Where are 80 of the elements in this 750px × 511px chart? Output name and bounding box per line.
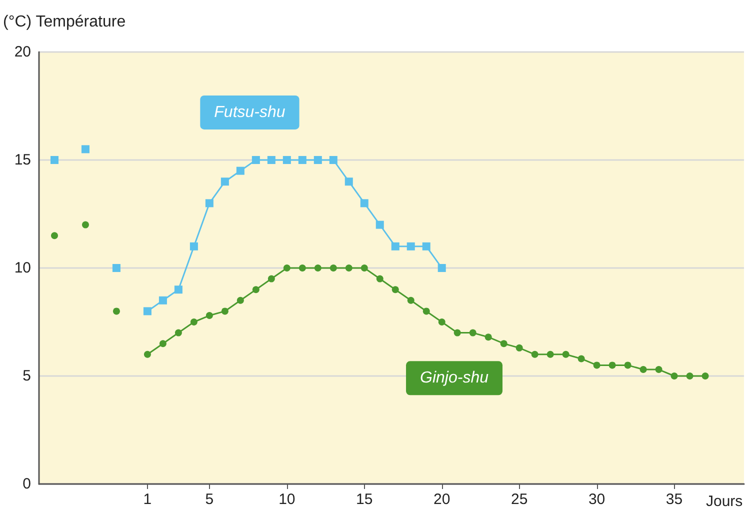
point	[360, 199, 368, 208]
point	[190, 242, 198, 250]
point	[406, 242, 415, 250]
point	[158, 296, 167, 304]
point	[190, 318, 198, 326]
series-label: Ginjo-shu	[420, 370, 489, 387]
point	[376, 275, 384, 282]
point	[454, 329, 461, 336]
point	[546, 350, 554, 358]
point	[143, 307, 152, 316]
point	[562, 350, 570, 358]
y-tick-label: 5	[22, 368, 31, 384]
x-tick-label: 20	[434, 491, 450, 508]
x-tick-label: 30	[588, 491, 606, 508]
x-tick-label: 5	[205, 491, 214, 508]
x-axis-title: Jours	[706, 493, 743, 510]
point	[391, 242, 400, 250]
point	[344, 178, 353, 186]
point	[500, 340, 508, 348]
point	[469, 329, 476, 336]
point	[220, 178, 229, 186]
point	[484, 334, 492, 341]
point	[640, 366, 647, 374]
point	[624, 362, 632, 369]
x-tick-label: 10	[278, 491, 296, 508]
point	[330, 264, 337, 272]
x-tick-label: 1	[143, 491, 152, 508]
point	[205, 199, 214, 208]
point	[314, 264, 322, 272]
point	[608, 362, 616, 369]
x-tick-label: 25	[510, 491, 528, 508]
point	[702, 372, 709, 380]
point	[236, 296, 244, 304]
point	[655, 366, 662, 374]
point	[516, 344, 523, 352]
point	[392, 286, 399, 294]
point	[670, 372, 678, 380]
point	[252, 286, 260, 294]
point	[174, 286, 182, 294]
point	[360, 264, 368, 272]
point	[221, 308, 228, 315]
text: Futsu-shu	[214, 104, 286, 121]
point	[329, 156, 338, 164]
point	[81, 145, 90, 154]
x-tick-label: 15	[356, 491, 373, 508]
y-axis-title: (°C) Température	[3, 14, 126, 30]
point	[283, 264, 290, 272]
y-tick-label: 0	[22, 476, 31, 492]
y-tick-label: 10	[14, 260, 31, 276]
point	[438, 318, 446, 326]
point	[174, 329, 182, 336]
point	[252, 156, 260, 164]
point	[345, 264, 352, 272]
point	[144, 350, 151, 358]
point	[422, 308, 430, 315]
point	[407, 296, 414, 304]
point	[82, 221, 89, 228]
point	[578, 355, 585, 362]
point	[112, 264, 120, 272]
point	[51, 232, 58, 240]
point	[50, 156, 58, 164]
point	[236, 166, 244, 175]
y-tick-label: 20	[14, 44, 31, 60]
point	[112, 308, 120, 315]
point	[282, 156, 291, 164]
point	[159, 340, 166, 348]
point	[206, 312, 213, 320]
point	[267, 156, 276, 164]
y-tick-label: 15	[14, 152, 31, 168]
point	[422, 242, 430, 250]
point	[438, 264, 446, 272]
point	[531, 350, 538, 358]
x-tick-label: 35	[666, 491, 683, 508]
point	[686, 372, 694, 380]
point	[593, 362, 600, 369]
point	[314, 156, 322, 164]
point	[298, 264, 306, 272]
point	[268, 275, 275, 282]
point	[376, 220, 384, 229]
point	[298, 156, 306, 164]
